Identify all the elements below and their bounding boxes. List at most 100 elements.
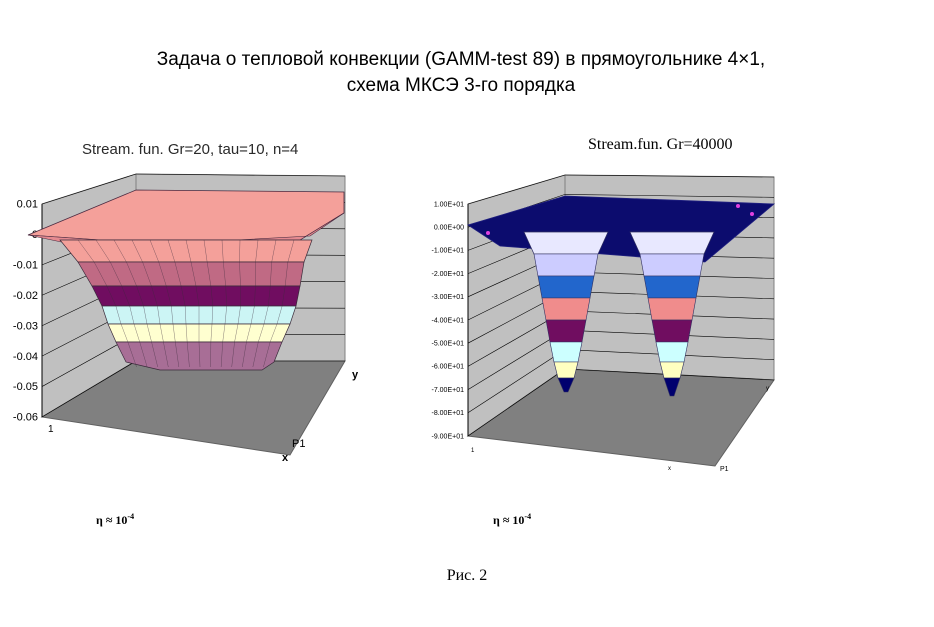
left-surface-mesh	[131, 239, 143, 263]
left-axis-y-label: y	[352, 369, 359, 381]
right-y-tick-label: -8.00E+01	[432, 410, 465, 417]
left-surface-mesh	[133, 323, 140, 343]
right-axis-y-label: y	[766, 386, 769, 392]
left-surface-mesh	[287, 239, 295, 263]
figure-caption: Рис. 2	[446, 567, 488, 584]
right-grid-back-1	[564, 194, 775, 198]
left-surface-mesh	[203, 239, 208, 263]
left-surface-band-5	[115, 341, 283, 371]
left-axis-first-category: 1	[48, 424, 54, 435]
left-surface-mesh	[223, 261, 226, 287]
left-y-tick-label: -0.03	[13, 320, 38, 332]
right-surface-speckle	[750, 212, 754, 216]
left-surface-mesh	[258, 323, 265, 343]
left-surface-mesh	[242, 341, 247, 368]
left-grid-side-0	[41, 173, 137, 205]
left-surface-mesh	[185, 323, 188, 343]
right-grid-side-9	[467, 349, 566, 414]
chart-left-title: Stream. fun. Gr=20, tau=10, n=4	[82, 141, 299, 158]
left-surface-mesh	[127, 341, 137, 368]
right-y-tick-label: -6.00E+01	[432, 364, 465, 371]
right-surface-well-left-band-6	[557, 377, 575, 393]
right-y-tick-label: -4.00E+01	[432, 317, 465, 324]
right-surface-well-right-rim	[629, 231, 715, 255]
left-surface-mesh	[271, 239, 277, 263]
left-surface-mesh	[143, 305, 148, 325]
left-y-tick-label: -0.01	[13, 260, 38, 272]
left-surface-mesh	[276, 305, 283, 325]
right-axis-series-label: P1	[720, 466, 729, 473]
right-y-tick-label: -3.00E+01	[432, 294, 465, 301]
left-surface-mesh	[221, 239, 224, 263]
left-surface-mesh	[190, 261, 197, 287]
left-surface-mesh	[237, 305, 241, 325]
eta-note-left: η ≈ 10-4	[96, 512, 135, 527]
left-surface-mesh	[281, 285, 286, 307]
left-surface-mesh	[77, 239, 95, 263]
left-surface-mesh	[113, 239, 127, 263]
right-grid-side-0	[467, 174, 566, 205]
left-surface-mesh	[149, 239, 159, 263]
left-surface-mesh	[94, 261, 107, 287]
right-surface-well-right-band-5	[659, 361, 685, 379]
left-grid-side-7	[41, 360, 137, 418]
right-surface-well-left-band-5	[553, 361, 579, 379]
right-surface-well-left-band-0	[533, 253, 599, 277]
left-surface-mesh	[172, 323, 176, 343]
left-surface-mesh	[159, 323, 164, 343]
eta-note-right: η ≈ 10-4	[493, 512, 532, 527]
right-y-tick-label: -7.00E+01	[432, 387, 465, 394]
left-surface-mesh	[270, 261, 272, 287]
left-y-tick-label: -0.05	[13, 381, 38, 393]
right-surface-well-right-band-0	[639, 253, 705, 277]
left-y-tick-label: -0.02	[13, 290, 38, 302]
right-surface-well-left-band-2	[541, 297, 591, 321]
left-surface-mesh	[163, 341, 169, 368]
left-surface-mesh	[142, 261, 152, 287]
left-surface-mesh	[171, 305, 174, 325]
left-surface-mesh	[198, 341, 201, 368]
left-surface-mesh	[167, 239, 176, 263]
right-surface-well-right-band-4	[655, 341, 689, 363]
left-surface-mesh	[246, 323, 252, 343]
right-surface-speckle	[486, 231, 490, 235]
left-surface-mesh	[210, 285, 214, 307]
left-surface-mesh	[120, 323, 128, 343]
left-surface-mesh	[222, 323, 226, 343]
left-surface-mesh	[270, 323, 278, 343]
left-surface-mesh	[175, 341, 180, 368]
left-surface-mesh	[180, 285, 186, 307]
right-surface-well-right-band-3	[651, 319, 693, 343]
left-surface-mesh	[234, 323, 239, 343]
right-y-tick-label: 0.00E+00	[434, 225, 464, 232]
right-surface-speckle	[736, 204, 740, 208]
left-surface-mesh	[110, 261, 122, 287]
left-surface-mesh	[174, 261, 182, 287]
left-surface-mesh	[157, 305, 161, 325]
left-surface-mesh	[136, 285, 144, 307]
left-surface-mesh	[185, 239, 192, 263]
right-axis-first-category: 1	[471, 448, 475, 454]
left-y-tick-label: -0.04	[13, 351, 38, 363]
left-surface-mesh	[146, 323, 152, 343]
right-surface-well-right-band-6	[663, 377, 681, 397]
left-surface-mesh	[206, 261, 212, 287]
left-surface-mesh	[195, 285, 200, 307]
chart-right-title: Stream.fun. Gr=40000	[588, 136, 733, 153]
right-surface-well-left-band-1	[537, 275, 595, 299]
left-surface-mesh	[95, 239, 111, 263]
main-title-line-1: Задача о тепловой конвекции (GAMM-test 8…	[156, 49, 766, 70]
right-surface-well-left-band-3	[545, 319, 587, 343]
right-y-tick-label: -1.00E+01	[432, 248, 465, 255]
left-surface-mesh	[263, 341, 271, 368]
left-axis-x-label: x	[282, 452, 289, 464]
left-surface-mesh	[239, 239, 241, 263]
main-title-line-2: схема МКСЭ 3-го порядка	[346, 75, 576, 96]
left-surface-mesh	[225, 285, 227, 307]
left-surface-mesh	[211, 305, 214, 325]
left-surface-band-2	[91, 285, 301, 307]
left-surface-mesh	[239, 261, 241, 287]
left-surface-mesh	[231, 341, 235, 368]
left-y-tick-label: -0.06	[13, 412, 38, 424]
